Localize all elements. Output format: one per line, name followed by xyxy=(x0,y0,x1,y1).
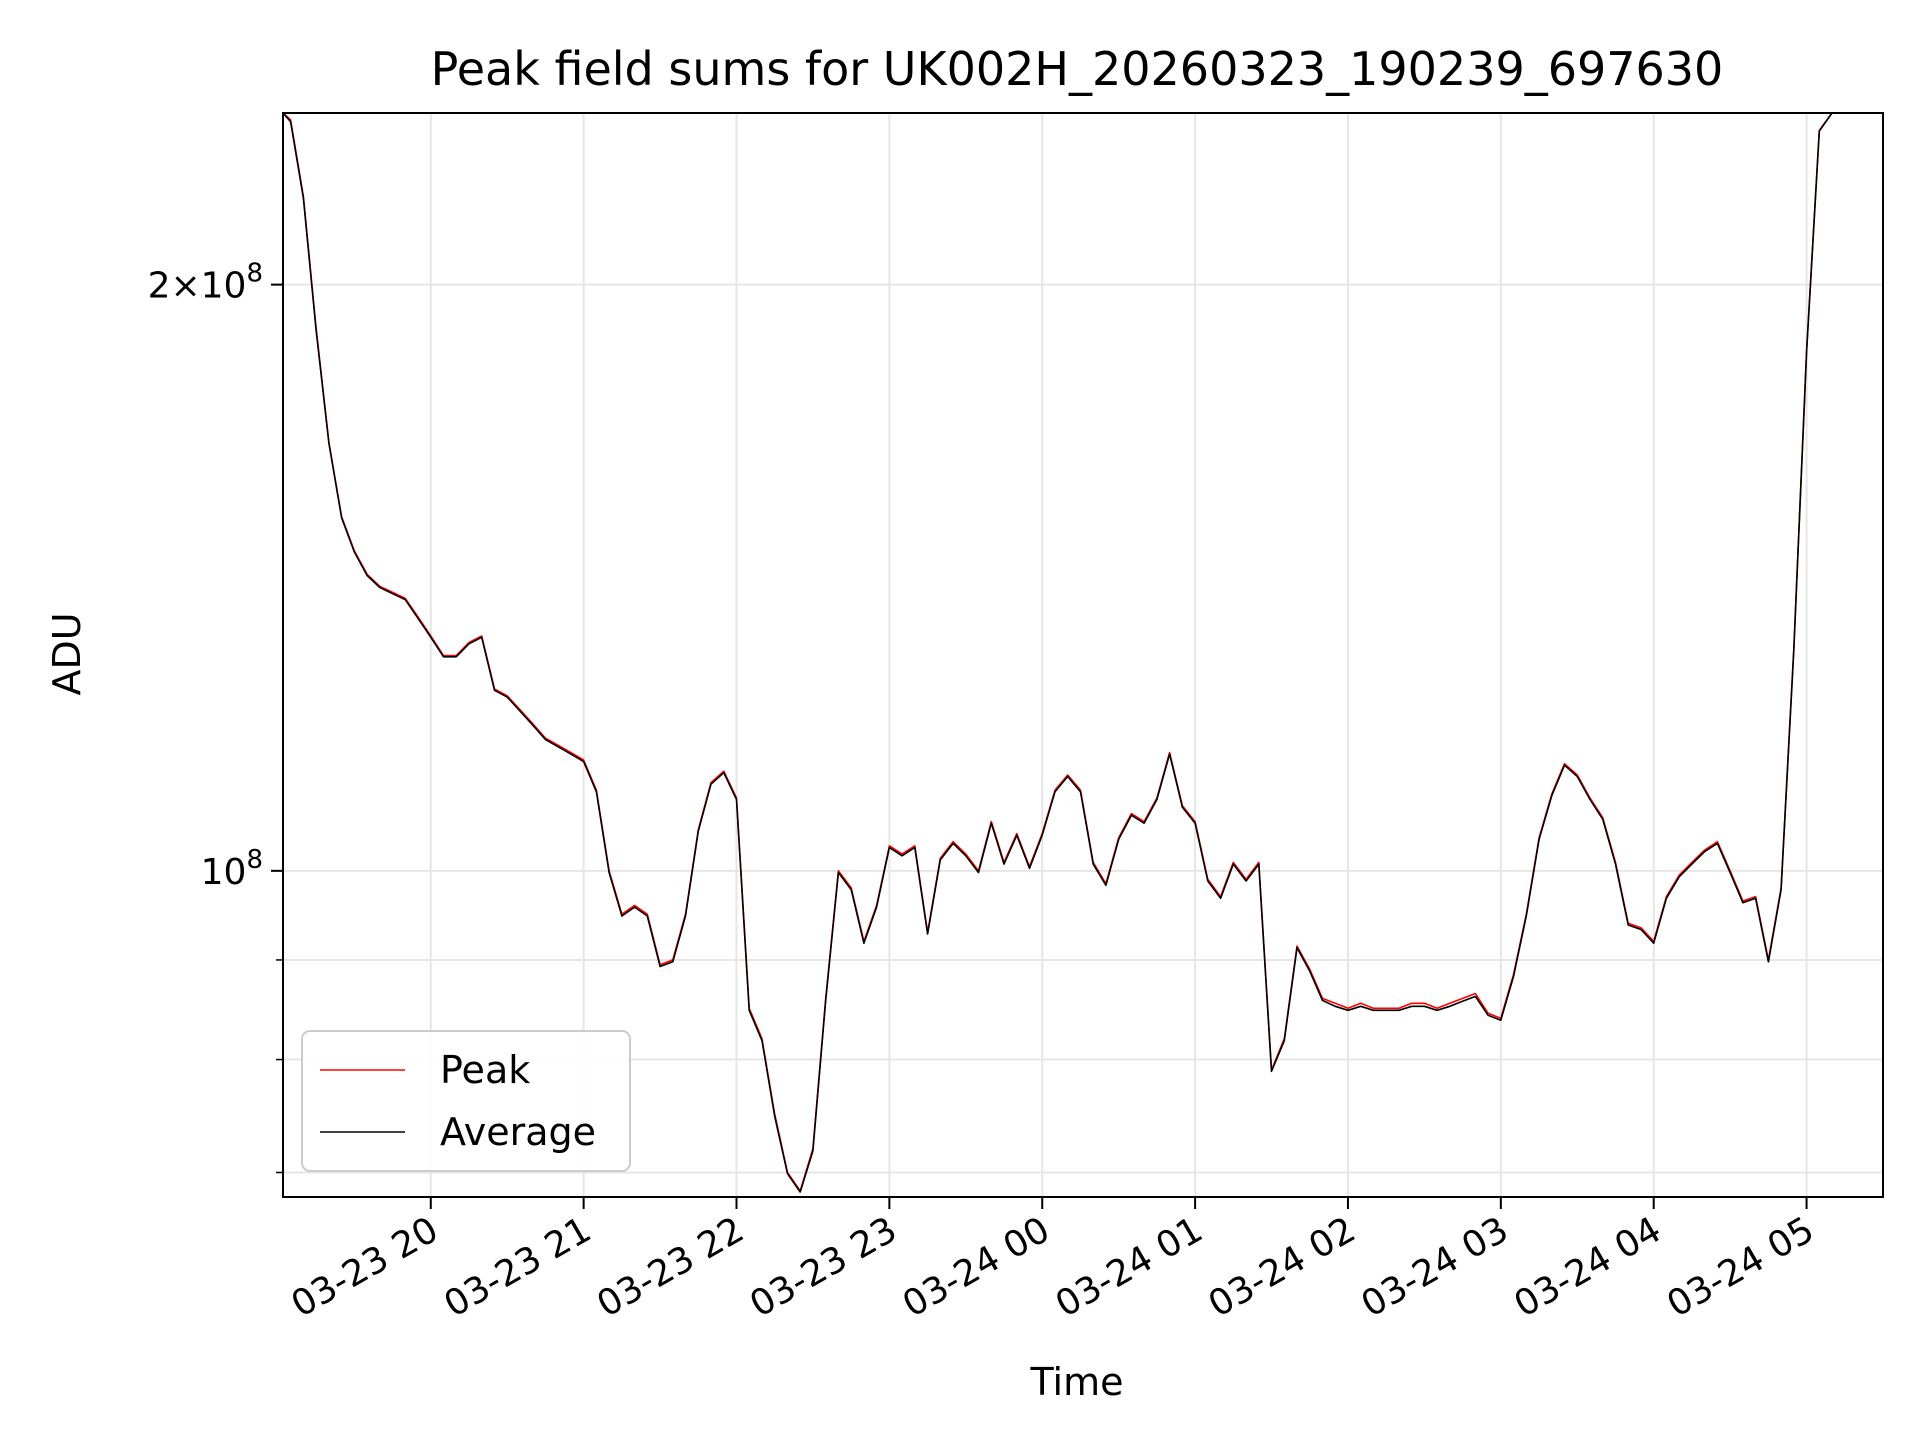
legend-label-average: Average xyxy=(440,1110,596,1154)
x-axis-label: Time xyxy=(1030,1360,1124,1404)
y-axis-label: ADU xyxy=(45,612,89,695)
legend-frame xyxy=(301,1030,631,1172)
series-line-peak xyxy=(282,112,1833,1192)
series-layer xyxy=(282,112,1833,1193)
chart-title: Peak field sums for UK002H_20260323_1902… xyxy=(431,42,1724,96)
plot-frame xyxy=(282,112,1884,1198)
y-tick-label: 2×108 xyxy=(148,259,263,307)
series-line-average xyxy=(282,112,1833,1193)
legend-label-peak: Peak xyxy=(440,1048,530,1092)
legend: Peak Average xyxy=(301,1030,631,1172)
